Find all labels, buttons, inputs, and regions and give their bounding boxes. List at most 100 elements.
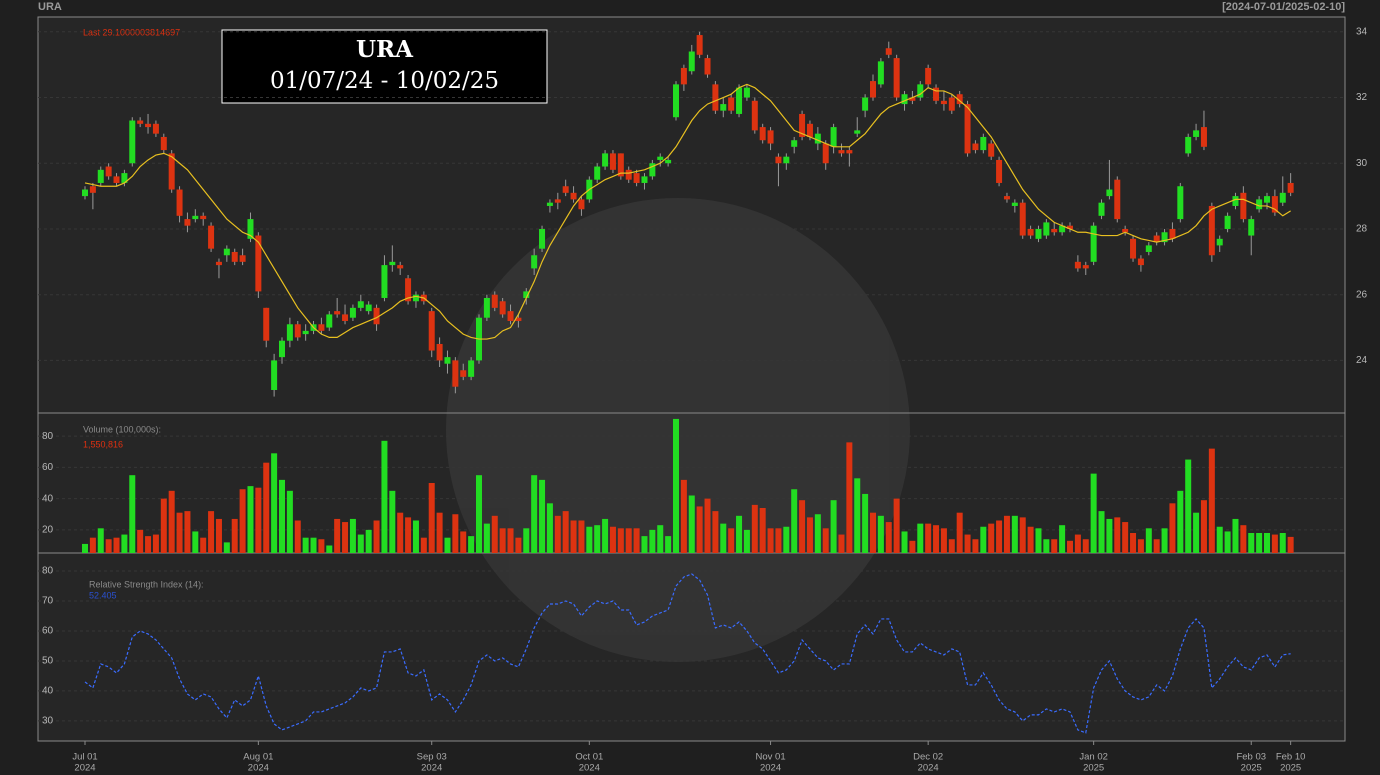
volume-bar	[1122, 522, 1129, 553]
x-tick-year: 2024	[579, 763, 600, 774]
volume-bar	[365, 529, 372, 553]
candle-body	[909, 97, 916, 101]
candle-body	[286, 324, 293, 341]
candle-body	[1193, 130, 1200, 137]
x-tick-label: Nov 01	[756, 752, 786, 763]
volume-bar	[602, 518, 609, 553]
volume-bar	[775, 528, 782, 553]
y-tick-label: 32	[1356, 92, 1368, 103]
candle-body	[1161, 232, 1168, 243]
candle-body	[751, 100, 758, 131]
candle-body	[499, 301, 506, 315]
volume-bar	[1090, 473, 1097, 553]
candle-body	[460, 370, 467, 377]
volume-bar	[231, 518, 238, 553]
candle-body	[1106, 189, 1113, 197]
volume-bar	[1019, 517, 1026, 553]
volume-bar	[1027, 526, 1034, 553]
volume-bar	[1279, 533, 1286, 553]
candle-body	[247, 219, 254, 239]
volume-bar	[476, 475, 482, 553]
volume-bar	[468, 536, 475, 553]
candle-body	[208, 225, 215, 249]
candle-body	[318, 324, 325, 331]
volume-bar	[925, 523, 932, 553]
volume-bar	[176, 512, 183, 553]
y-tick-label: 28	[1356, 224, 1368, 235]
candle-body	[1224, 215, 1231, 229]
volume-bar	[1145, 528, 1152, 553]
candle-body	[412, 294, 419, 302]
volume-bar	[1114, 517, 1121, 553]
candle-body	[1200, 127, 1207, 147]
x-tick-year: 2025	[1083, 763, 1104, 774]
candle-body	[491, 294, 498, 308]
volume-bar	[507, 528, 514, 553]
volume-bar	[1224, 531, 1231, 553]
volume-bar	[665, 536, 672, 553]
plot-frame	[37, 16, 1346, 742]
volume-bar	[255, 487, 262, 553]
candle-body	[1011, 202, 1018, 206]
candle-body	[925, 67, 932, 85]
volume-bar	[909, 540, 916, 553]
volume-bar	[1059, 525, 1066, 553]
candle-body	[877, 61, 884, 85]
volume-bar	[1074, 534, 1081, 553]
volume-bar	[956, 512, 963, 553]
y-tick-label: 50	[42, 656, 54, 667]
volume-bar	[1043, 539, 1050, 553]
volume-bar	[160, 498, 167, 553]
volume-bar	[633, 528, 640, 553]
volume-bar	[1098, 511, 1105, 553]
candle-body	[113, 176, 120, 183]
candle-body	[231, 251, 238, 262]
volume-bar	[743, 529, 750, 553]
candle-body	[381, 265, 388, 298]
volume-bar	[1271, 534, 1278, 553]
candle-body	[546, 202, 553, 206]
chart-title: URA	[356, 36, 414, 63]
volume-bar	[1193, 512, 1200, 553]
chart-subtitle: 01/07/24 - 10/02/25	[270, 68, 499, 94]
candle-body	[1145, 245, 1152, 252]
volume-bar	[791, 489, 798, 553]
volume-bar	[1035, 528, 1042, 553]
volume-bar	[586, 526, 593, 553]
candle-body	[1051, 228, 1058, 233]
candle-body	[767, 130, 774, 144]
x-tick-label: Aug 01	[243, 752, 273, 763]
y-tick-label: 24	[1356, 355, 1368, 366]
volume-bar	[1200, 500, 1207, 553]
candle-body	[357, 301, 364, 308]
volume-bar	[830, 500, 837, 553]
candle-body	[129, 120, 136, 164]
y-tick-label: 40	[42, 493, 54, 504]
volume-bar	[696, 506, 703, 553]
volume-bar	[759, 508, 766, 553]
volume-bar	[121, 534, 128, 553]
candle-body	[1067, 225, 1073, 229]
candle-body	[917, 84, 924, 98]
volume-bar	[1232, 518, 1239, 553]
candle-body	[972, 143, 979, 151]
volume-bar	[562, 511, 569, 553]
volume-bar	[97, 528, 104, 553]
volume-bar	[247, 486, 254, 553]
candle-body	[89, 186, 96, 193]
candle-body	[97, 169, 104, 183]
candle-body	[964, 104, 971, 154]
volume-bar	[302, 537, 309, 553]
volume-bar	[806, 517, 813, 553]
volume-bar	[546, 503, 553, 553]
y-tick-label: 80	[42, 566, 54, 577]
volume-bar	[1137, 539, 1144, 553]
candle-body	[1216, 238, 1223, 246]
volume-bar	[342, 522, 349, 553]
candle-body	[602, 153, 609, 167]
volume-bar	[215, 518, 222, 553]
volume-bar	[720, 523, 727, 553]
candle-body	[791, 140, 798, 147]
candle-body	[279, 340, 285, 358]
